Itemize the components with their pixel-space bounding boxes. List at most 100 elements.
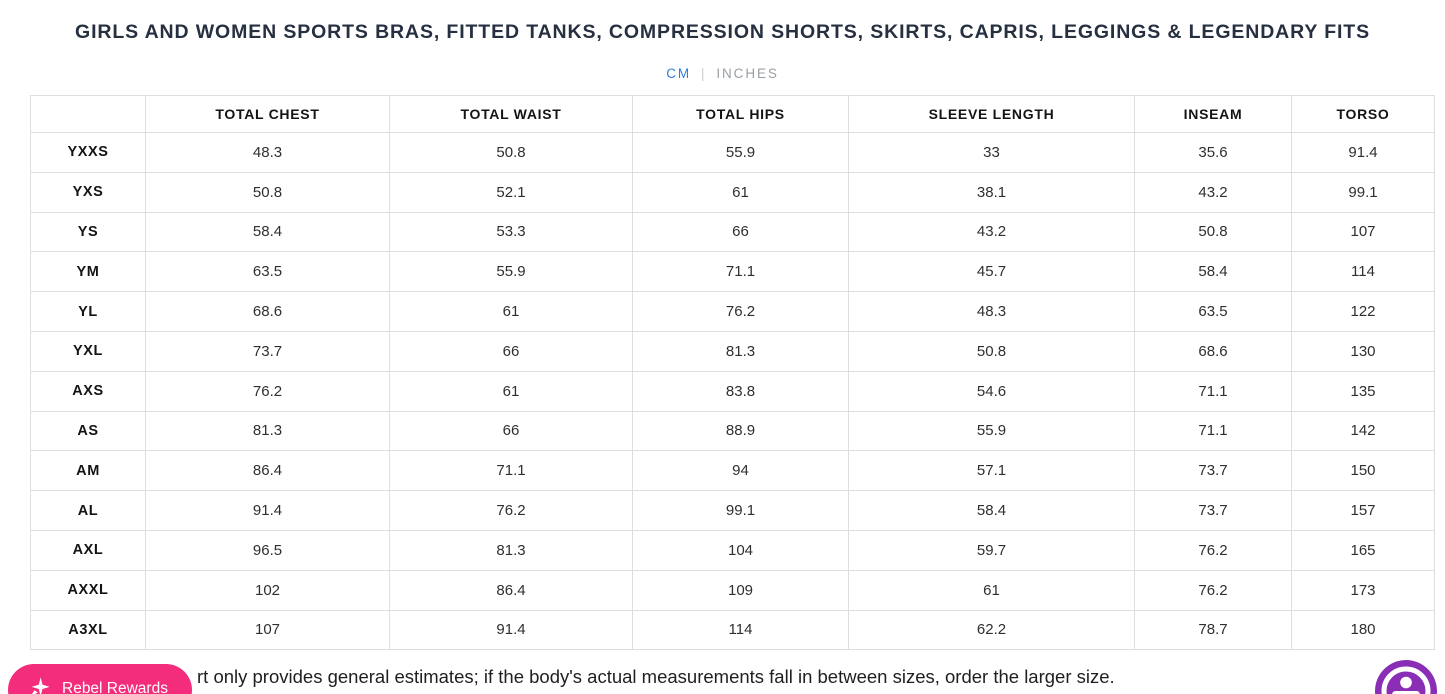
column-header: TORSO <box>1291 95 1435 133</box>
table-row: AXL 96.5 81.3 104 59.7 76.2 165 <box>30 529 1435 571</box>
accessibility-icon <box>1375 660 1437 694</box>
measurement-cell: 91.4 <box>145 490 390 531</box>
table-row: YS 58.4 53.3 66 43.2 50.8 107 <box>30 211 1435 253</box>
table-row: A3XL 107 91.4 114 62.2 78.7 180 <box>30 609 1435 651</box>
measurement-cell: 91.4 <box>1291 132 1435 173</box>
measurement-cell: 54.6 <box>848 370 1135 412</box>
measurement-cell: 173 <box>1291 569 1435 611</box>
measurement-cell: 53.3 <box>389 211 633 253</box>
measurement-cell: 50.8 <box>848 330 1135 372</box>
unit-toggle-inches[interactable]: INCHES <box>716 66 779 81</box>
measurement-cell: 76.2 <box>389 490 633 531</box>
measurement-cell: 76.2 <box>1134 569 1292 611</box>
measurement-cell: 76.2 <box>632 291 849 332</box>
measurement-cell: 58.4 <box>1134 251 1292 293</box>
column-header: TOTAL WAIST <box>389 95 633 133</box>
measurement-cell: 57.1 <box>848 450 1135 492</box>
measurement-cell: 58.4 <box>848 490 1135 531</box>
measurement-cell: 91.4 <box>389 609 633 651</box>
measurement-cell: 50.8 <box>1134 211 1292 253</box>
measurement-cell: 45.7 <box>848 251 1135 293</box>
measurement-cell: 81.3 <box>145 410 390 452</box>
measurement-cell: 38.1 <box>848 171 1135 213</box>
unit-toggle-separator: | <box>701 66 707 81</box>
table-row: AL 91.4 76.2 99.1 58.4 73.7 157 <box>30 490 1435 531</box>
size-label: YS <box>30 211 146 253</box>
size-label: AXL <box>30 529 146 571</box>
column-header: TOTAL HIPS <box>632 95 849 133</box>
table-row: YXS 50.8 52.1 61 38.1 43.2 99.1 <box>30 171 1435 213</box>
measurement-cell: 135 <box>1291 370 1435 412</box>
table-row: AXS 76.2 61 83.8 54.6 71.1 135 <box>30 370 1435 412</box>
table-row: AXXL 102 86.4 109 61 76.2 173 <box>30 569 1435 611</box>
measurement-cell: 107 <box>145 609 390 651</box>
measurement-cell: 50.8 <box>145 171 390 213</box>
measurement-cell: 66 <box>389 410 633 452</box>
unit-toggle: CM | INCHES <box>0 66 1445 81</box>
measurement-cell: 62.2 <box>848 609 1135 651</box>
size-chart: TOTAL CHEST TOTAL WAIST TOTAL HIPS SLEEVE L… <box>30 95 1435 651</box>
unit-toggle-cm[interactable]: CM <box>666 66 691 81</box>
table-row: AM 86.4 71.1 94 57.1 73.7 150 <box>30 450 1435 492</box>
measurement-cell: 61 <box>848 569 1135 611</box>
measurement-cell: 86.4 <box>389 569 633 611</box>
measurement-cell: 81.3 <box>389 529 633 571</box>
column-header-empty <box>30 95 146 133</box>
size-label: A3XL <box>30 609 146 651</box>
measurement-cell: 59.7 <box>848 529 1135 571</box>
measurement-cell: 43.2 <box>848 211 1135 253</box>
measurement-cell: 66 <box>632 211 849 253</box>
measurement-cell: 81.3 <box>632 330 849 372</box>
measurement-cell: 50.8 <box>389 132 633 173</box>
measurement-cell: 48.3 <box>848 291 1135 332</box>
measurement-cell: 58.4 <box>145 211 390 253</box>
size-table: TOTAL CHEST TOTAL WAIST TOTAL HIPS SLEEVE L… <box>30 95 1435 651</box>
measurement-cell: 78.7 <box>1134 609 1292 651</box>
rebel-rewards-sparkle-icon <box>26 675 53 694</box>
accessibility-widget-button[interactable] <box>1374 659 1438 694</box>
measurement-cell: 157 <box>1291 490 1435 531</box>
measurement-cell: 86.4 <box>145 450 390 492</box>
measurement-cell: 99.1 <box>1291 171 1435 213</box>
measurement-cell: 76.2 <box>1134 529 1292 571</box>
size-label: YM <box>30 251 146 293</box>
size-label: YXXS <box>30 132 146 173</box>
measurement-cell: 76.2 <box>145 370 390 412</box>
size-label: AS <box>30 410 146 452</box>
measurement-cell: 102 <box>145 569 390 611</box>
measurement-cell: 33 <box>848 132 1135 173</box>
measurement-cell: 68.6 <box>1134 330 1292 372</box>
table-row: YXL 73.7 66 81.3 50.8 68.6 130 <box>30 330 1435 372</box>
column-header: TOTAL CHEST <box>145 95 390 133</box>
size-label: YXS <box>30 171 146 213</box>
measurement-cell: 55.9 <box>632 132 849 173</box>
measurement-cell: 109 <box>632 569 849 611</box>
measurement-cell: 114 <box>632 609 849 651</box>
column-header: INSEAM <box>1134 95 1292 133</box>
measurement-cell: 61 <box>389 370 633 412</box>
measurement-cell: 96.5 <box>145 529 390 571</box>
size-label: AXS <box>30 370 146 412</box>
measurement-cell: 63.5 <box>145 251 390 293</box>
measurement-cell: 122 <box>1291 291 1435 332</box>
measurement-cell: 68.6 <box>145 291 390 332</box>
measurement-cell: 99.1 <box>632 490 849 531</box>
rebel-rewards-button[interactable]: Rebel Rewards <box>8 664 192 694</box>
measurement-cell: 83.8 <box>632 370 849 412</box>
measurement-cell: 104 <box>632 529 849 571</box>
measurement-cell: 52.1 <box>389 171 633 213</box>
measurement-cell: 73.7 <box>1134 450 1292 492</box>
measurement-cell: 43.2 <box>1134 171 1292 213</box>
measurement-cell: 88.9 <box>632 410 849 452</box>
table-row: YM 63.5 55.9 71.1 45.7 58.4 114 <box>30 251 1435 293</box>
measurement-cell: 94 <box>632 450 849 492</box>
page-title: GIRLS AND WOMEN SPORTS BRAS, FITTED TANK… <box>75 21 1370 43</box>
size-label: YXL <box>30 330 146 372</box>
size-label: YL <box>30 291 146 332</box>
column-header: SLEEVE LENGTH <box>848 95 1135 133</box>
table-row: AS 81.3 66 88.9 55.9 71.1 142 <box>30 410 1435 452</box>
table-header-row: TOTAL CHEST TOTAL WAIST TOTAL HIPS SLEEVE L… <box>30 95 1435 133</box>
measurement-cell: 165 <box>1291 529 1435 571</box>
measurement-cell: 130 <box>1291 330 1435 372</box>
measurement-cell: 180 <box>1291 609 1435 651</box>
